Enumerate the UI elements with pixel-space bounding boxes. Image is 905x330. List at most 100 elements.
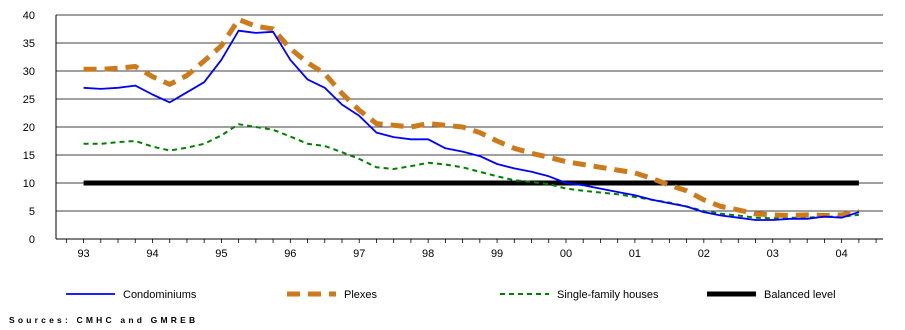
x-tick-label: 04 <box>836 248 848 260</box>
source-note: Sources: CMHC and GMREB <box>9 315 199 325</box>
data-point <box>807 214 808 215</box>
x-tick-label: 95 <box>215 248 227 260</box>
data-point <box>307 62 308 63</box>
data-point <box>789 215 790 216</box>
x-tick-label: 96 <box>284 248 296 260</box>
legend-label: Balanced level <box>764 289 836 301</box>
data-point <box>565 188 566 189</box>
data-point <box>221 135 222 136</box>
data-point <box>152 76 153 77</box>
data-point <box>600 192 601 193</box>
data-point <box>255 26 256 27</box>
data-point <box>738 209 739 210</box>
data-point <box>841 217 842 218</box>
data-point <box>428 123 429 124</box>
data-point <box>652 199 653 200</box>
data-point <box>359 110 360 111</box>
data-point <box>307 79 308 80</box>
data-point <box>341 104 342 105</box>
data-point <box>617 170 618 171</box>
data-point <box>634 172 635 173</box>
y-tick-label: 0 <box>29 234 35 246</box>
data-point <box>428 139 429 140</box>
data-point <box>428 162 429 163</box>
data-point <box>445 164 446 165</box>
y-tick-label: 15 <box>23 150 35 162</box>
x-tick-label: 00 <box>560 248 572 260</box>
data-point <box>565 182 566 183</box>
y-tick-label: 35 <box>23 38 35 50</box>
data-point <box>858 212 859 213</box>
data-point <box>634 196 635 197</box>
data-point <box>755 219 756 220</box>
data-point <box>324 145 325 146</box>
data-point <box>755 217 756 218</box>
data-point <box>290 136 291 137</box>
y-tick-label: 30 <box>23 66 35 78</box>
data-point <box>686 190 687 191</box>
data-point <box>100 69 101 70</box>
data-point <box>445 148 446 149</box>
data-point <box>255 126 256 127</box>
data-point <box>514 148 515 149</box>
x-tick-label: 93 <box>77 248 89 260</box>
data-point <box>720 213 721 214</box>
data-point <box>272 129 273 130</box>
data-point <box>669 185 670 186</box>
data-point <box>204 60 205 61</box>
data-point <box>548 184 549 185</box>
data-point <box>135 85 136 86</box>
data-point <box>496 176 497 177</box>
data-point <box>548 157 549 158</box>
x-tick-label: 97 <box>353 248 365 260</box>
data-point <box>772 219 773 220</box>
data-point <box>393 168 394 169</box>
data-point <box>514 168 515 169</box>
data-point <box>789 218 790 219</box>
data-point <box>186 147 187 148</box>
data-point <box>652 178 653 179</box>
data-point <box>600 167 601 168</box>
data-point <box>531 153 532 154</box>
data-point <box>479 132 480 133</box>
data-point <box>531 181 532 182</box>
data-point <box>100 143 101 144</box>
data-point <box>341 93 342 94</box>
x-tick-label: 99 <box>491 248 503 260</box>
data-point <box>221 45 222 46</box>
data-point <box>496 163 497 164</box>
data-point <box>807 218 808 219</box>
data-point <box>858 182 859 183</box>
data-point <box>169 84 170 85</box>
data-point <box>290 59 291 60</box>
data-point <box>720 215 721 216</box>
data-point <box>583 164 584 165</box>
data-point <box>204 82 205 83</box>
data-point <box>135 66 136 67</box>
data-point <box>221 59 222 60</box>
data-point <box>514 180 515 181</box>
data-point <box>238 124 239 125</box>
legend-label: Single-family houses <box>557 289 659 301</box>
data-point <box>462 167 463 168</box>
data-point <box>703 212 704 213</box>
data-point <box>824 216 825 217</box>
data-point <box>772 218 773 219</box>
data-point <box>634 195 635 196</box>
data-point <box>669 203 670 204</box>
data-point <box>83 87 84 88</box>
data-point <box>204 143 205 144</box>
data-point <box>307 143 308 144</box>
data-point <box>117 68 118 69</box>
data-point <box>341 152 342 153</box>
data-point <box>186 92 187 93</box>
legend-label: Condominiums <box>123 289 197 301</box>
data-point <box>83 182 84 183</box>
data-point <box>720 206 721 207</box>
data-point <box>238 30 239 31</box>
data-point <box>376 167 377 168</box>
data-point <box>135 140 136 141</box>
data-point <box>152 146 153 147</box>
data-point <box>738 215 739 216</box>
data-point <box>359 115 360 116</box>
